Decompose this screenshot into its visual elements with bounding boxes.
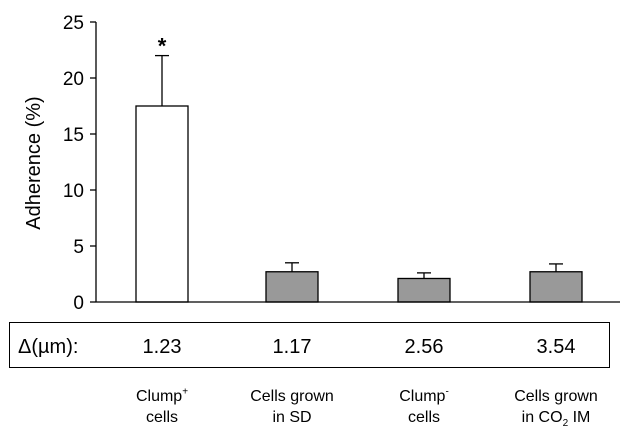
delta-value-2: 1.17 [272,336,312,358]
y-tick-label: 25 [63,13,84,34]
y-tick-label: 10 [63,181,84,202]
bar [529,271,583,303]
category-label-3: Clump- cells [399,386,449,426]
category-label-1: Clump+ cells [135,386,189,426]
bars: * [135,34,583,303]
delta-value-1: 1.23 [142,336,182,358]
delta-value-4: 3.54 [536,336,576,358]
delta-label: Δ(µm): [18,336,79,358]
bar [265,271,319,303]
y-axis-label: Adherence (%) [23,96,45,229]
bar-chart: 0 5 10 15 20 25 Adherence (%) * [23,13,620,314]
bar [135,105,189,303]
y-tick-label: 0 [73,293,84,314]
delta-value-3: 2.56 [404,336,444,358]
category-label-2: Cells grown in SD [250,388,334,426]
category-label-4: Cells grown in CO2 IM [514,388,598,430]
delta-table [9,322,610,368]
bar [397,277,451,303]
y-tick-label: 20 [63,69,84,90]
significance-marker: * [158,34,167,59]
y-tick-label: 5 [73,237,84,258]
y-axis: 0 5 10 15 20 25 [63,13,97,314]
y-tick-label: 15 [63,125,84,146]
